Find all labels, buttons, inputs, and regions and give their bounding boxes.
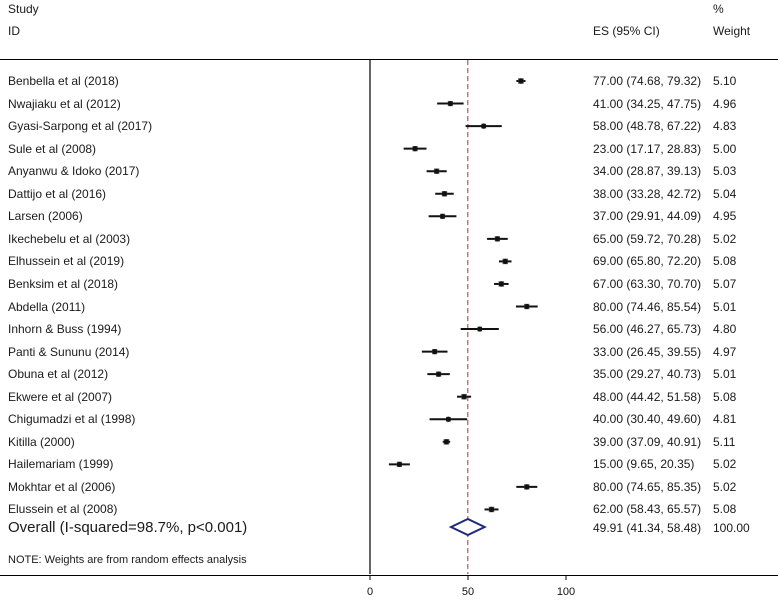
point-estimate [441,191,448,197]
study-weight: 5.08 [713,254,737,269]
x-tick-label: 100 [557,586,575,598]
study-label: Dattijo et al (2016) [8,186,107,201]
header-percent-label: % [713,2,724,16]
point-estimate [481,123,487,129]
point-estimate [524,303,530,310]
study-label: Ekwere et al (2007) [8,389,113,404]
point-estimate [524,484,530,490]
study-label: Abdella (2011) [8,299,86,314]
study-ci: 80.00 (74.65, 85.35) [593,479,702,494]
study-label: Gyasi-Sarpong et al (2017) [8,119,153,134]
study-ci: 48.00 (44.42, 51.58) [593,389,702,404]
study-label: Panti & Sununu (2014) [8,344,130,359]
study-label: Benbella et al (2018) [8,74,119,88]
study-ci: 77.00 (74.68, 79.32) [593,74,702,88]
study-ci: 65.00 (59.72, 70.28) [593,231,702,246]
point-estimate [396,461,402,467]
study-label: Ikechebelu et al (2003) [8,231,131,246]
study-weight: 5.08 [713,502,737,517]
study-label: Elussein et al (2008) [8,502,118,517]
study-label: Hailemariam (1999) [8,457,114,472]
study-ci: 15.00 (9.65, 20.35) [593,457,695,472]
study-label: Nwajiaku et al (2012) [8,96,121,111]
study-label: Mokhtar et al (2006) [8,479,116,494]
header-study-label: Study [8,2,39,16]
point-estimate [498,281,504,287]
study-label: Benksim et al (2018) [8,276,119,291]
point-estimate [432,349,438,355]
study-ci: 80.00 (74.46, 85.54) [593,299,702,314]
study-label: Anyanwu & Idoko (2017) [8,164,140,179]
study-weight: 4.83 [713,119,737,134]
header-es-label: ES (95% CI) [593,24,660,38]
study-label: Obuna et al (2012) [8,367,109,382]
study-weight: 5.01 [713,367,737,382]
study-ci: 37.00 (29.91, 44.09) [593,209,702,224]
point-estimate [488,506,495,513]
study-weight: 5.02 [713,231,737,246]
study-ci: 33.00 (26.45, 39.55) [593,344,702,359]
study-weight: 4.81 [713,412,737,427]
study-weight: 4.97 [713,344,737,359]
study-ci: 23.00 (17.17, 28.83) [593,141,702,156]
point-estimate [436,371,442,377]
study-ci: 67.00 (63.30, 70.70) [593,276,702,291]
point-estimate [502,258,508,264]
study-weight: 5.02 [713,457,737,472]
study-weight: 4.95 [713,209,737,224]
study-weight: 4.80 [713,322,737,337]
point-estimate [443,439,450,445]
point-estimate [518,78,524,84]
point-estimate [412,146,418,152]
point-estimate [447,100,453,107]
study-label: Elhussein et al (2019) [8,254,125,269]
study-label: Kitilla (2000) [8,434,75,449]
study-label: Larsen (2006) [8,209,83,224]
weights-note: NOTE: Weights are from random effects an… [8,554,247,566]
study-label: Sule et al (2008) [8,141,97,156]
overall-label: Overall (I-squared=98.7%, p<0.001) [8,519,248,536]
study-weight: 5.07 [713,276,737,291]
point-estimate [439,213,446,219]
overall-diamond [448,517,487,537]
study-weight: 5.04 [713,186,737,201]
header-id-label: ID [8,24,20,38]
point-estimate [461,394,467,400]
study-weight: 5.03 [713,164,737,179]
study-weight: 5.10 [713,74,737,88]
study-ci: 69.00 (65.80, 72.20) [593,254,702,269]
study-weight: 5.02 [713,479,737,494]
point-estimate [434,168,440,174]
overall-ci: 49.91 (41.34, 58.48) [593,521,702,535]
study-label: Inhorn & Buss (1994) [8,322,122,337]
study-ci: 41.00 (34.25, 47.75) [593,96,702,111]
study-ci: 34.00 (28.87, 39.13) [593,164,702,179]
study-ci: 56.00 (46.27, 65.73) [593,322,702,337]
point-estimate [445,416,451,422]
study-ci: 40.00 (30.40, 49.60) [593,412,702,427]
study-ci: 35.00 (29.27, 40.73) [593,367,702,382]
study-weight: 5.00 [713,141,737,156]
study-weight: 4.96 [713,96,737,111]
x-tick-label: 50 [462,586,474,598]
study-label: Chigumadzi et al (1998) [8,412,136,427]
study-ci: 62.00 (58.43, 65.57) [593,502,702,517]
study-weight: 5.08 [713,389,737,404]
study-ci: 58.00 (48.78, 67.22) [593,119,702,134]
point-estimate [494,236,500,242]
x-tick-label: 0 [367,586,373,598]
point-estimate [477,326,483,332]
study-ci: 39.00 (37.09, 40.91) [593,434,702,449]
overall-weight: 100.00 [713,521,750,535]
study-weight: 5.11 [713,434,736,449]
header-weight-label: Weight [713,24,751,38]
study-ci: 38.00 (33.28, 42.72) [593,186,702,201]
study-weight: 5.01 [713,299,737,314]
